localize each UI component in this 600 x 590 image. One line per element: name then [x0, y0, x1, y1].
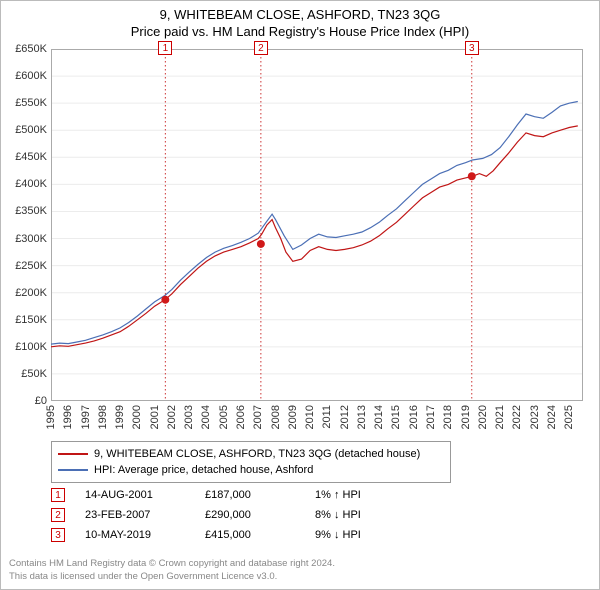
footer: Contains HM Land Registry data © Crown c…: [9, 558, 335, 583]
x-tick-label: 2023: [529, 405, 541, 429]
x-tick-label: 2000: [131, 405, 143, 429]
x-tick-label: 2012: [339, 405, 351, 429]
x-tick-label: 2024: [546, 405, 558, 429]
legend-row: HPI: Average price, detached house, Ashf…: [58, 462, 444, 478]
legend-label: HPI: Average price, detached house, Ashf…: [94, 464, 313, 476]
sale-row: 1 14-AUG-2001 £187,000 1% ↑ HPI: [51, 485, 415, 505]
legend-row: 9, WHITEBEAM CLOSE, ASHFORD, TN23 3QG (d…: [58, 446, 444, 462]
sale-delta: 1% ↑ HPI: [315, 489, 415, 501]
x-tick-label: 1995: [45, 405, 57, 429]
y-tick-label: £350K: [15, 205, 47, 217]
x-tick-label: 2018: [442, 405, 454, 429]
title-subtitle: Price paid vs. HM Land Registry's House …: [1, 24, 599, 39]
x-tick-label: 2022: [511, 405, 523, 429]
x-tick-label: 2005: [218, 405, 230, 429]
x-tick-label: 2001: [149, 405, 161, 429]
y-tick-label: £450K: [15, 151, 47, 163]
y-tick-label: £650K: [15, 43, 47, 55]
footer-line1: Contains HM Land Registry data © Crown c…: [9, 558, 335, 570]
x-tick-label: 1998: [97, 405, 109, 429]
y-tick-label: £200K: [15, 287, 47, 299]
x-tick-label: 2011: [321, 405, 333, 429]
sale-price: £187,000: [205, 489, 315, 501]
y-tick-label: £600K: [15, 70, 47, 82]
sale-marker-badge: 1: [158, 41, 172, 55]
sale-delta: 8% ↓ HPI: [315, 509, 415, 521]
x-tick-label: 2007: [252, 405, 264, 429]
x-tick-label: 2020: [477, 405, 489, 429]
x-tick-label: 2009: [287, 405, 299, 429]
x-tick-label: 2019: [460, 405, 472, 429]
title-address: 9, WHITEBEAM CLOSE, ASHFORD, TN23 3QG: [1, 7, 599, 22]
x-tick-label: 2003: [183, 405, 195, 429]
x-tick-label: 2017: [425, 405, 437, 429]
x-tick-label: 2025: [563, 405, 575, 429]
legend-swatch-icon: [58, 469, 88, 471]
sales-table: 1 14-AUG-2001 £187,000 1% ↑ HPI 2 23-FEB…: [51, 485, 415, 545]
x-tick-label: 1996: [62, 405, 74, 429]
sale-price: £290,000: [205, 509, 315, 521]
sale-badge-icon: 1: [51, 488, 65, 502]
chart-container: 9, WHITEBEAM CLOSE, ASHFORD, TN23 3QG Pr…: [0, 0, 600, 590]
sale-marker-badge: 2: [254, 41, 268, 55]
sale-date: 14-AUG-2001: [85, 489, 205, 501]
sale-row: 3 10-MAY-2019 £415,000 9% ↓ HPI: [51, 525, 415, 545]
x-tick-label: 2015: [390, 405, 402, 429]
x-tick-label: 2021: [494, 405, 506, 429]
sale-badge-icon: 3: [51, 528, 65, 542]
x-tick-label: 2008: [270, 405, 282, 429]
y-tick-label: £500K: [15, 124, 47, 136]
y-tick-label: £100K: [15, 341, 47, 353]
sale-badge-icon: 2: [51, 508, 65, 522]
x-tick-label: 1999: [114, 405, 126, 429]
x-tick-label: 2002: [166, 405, 178, 429]
chart-area: £0£50K£100K£150K£200K£250K£300K£350K£400…: [51, 49, 583, 401]
y-tick-label: £250K: [15, 260, 47, 272]
y-tick-label: £400K: [15, 178, 47, 190]
title-block: 9, WHITEBEAM CLOSE, ASHFORD, TN23 3QG Pr…: [1, 1, 599, 39]
x-tick-label: 2006: [235, 405, 247, 429]
x-tick-label: 2014: [373, 405, 385, 429]
sale-date: 23-FEB-2007: [85, 509, 205, 521]
chart-svg: [51, 49, 583, 401]
y-tick-label: £300K: [15, 233, 47, 245]
sale-delta: 9% ↓ HPI: [315, 529, 415, 541]
footer-line2: This data is licensed under the Open Gov…: [9, 571, 335, 583]
x-tick-label: 2010: [304, 405, 316, 429]
sale-price: £415,000: [205, 529, 315, 541]
x-tick-label: 2016: [408, 405, 420, 429]
legend-swatch-icon: [58, 453, 88, 455]
x-tick-label: 2004: [200, 405, 212, 429]
x-tick-label: 1997: [80, 405, 92, 429]
x-tick-label: 2013: [356, 405, 368, 429]
legend: 9, WHITEBEAM CLOSE, ASHFORD, TN23 3QG (d…: [51, 441, 451, 483]
sale-date: 10-MAY-2019: [85, 529, 205, 541]
sale-marker-badge: 3: [465, 41, 479, 55]
y-tick-label: £50K: [21, 368, 47, 380]
sale-row: 2 23-FEB-2007 £290,000 8% ↓ HPI: [51, 505, 415, 525]
legend-label: 9, WHITEBEAM CLOSE, ASHFORD, TN23 3QG (d…: [94, 448, 420, 460]
y-tick-label: £550K: [15, 97, 47, 109]
y-tick-label: £150K: [15, 314, 47, 326]
